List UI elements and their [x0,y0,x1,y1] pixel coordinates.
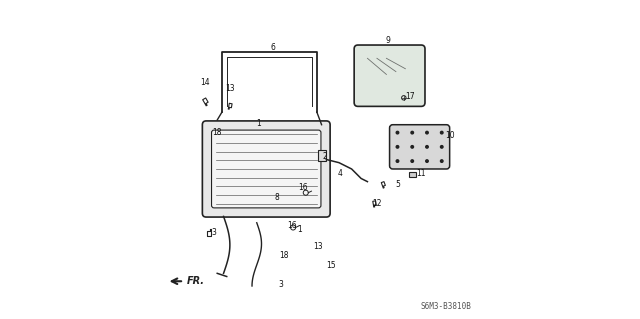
FancyBboxPatch shape [390,125,450,169]
Text: 10: 10 [445,131,454,140]
Text: 2: 2 [323,152,327,161]
FancyBboxPatch shape [212,130,321,208]
FancyBboxPatch shape [202,121,330,217]
Text: 4: 4 [338,169,343,178]
Text: 18: 18 [279,251,289,260]
Text: 11: 11 [417,169,426,178]
Text: 1: 1 [256,119,260,128]
FancyBboxPatch shape [354,45,425,106]
Bar [408,172,417,177]
Text: FR.: FR. [187,276,205,286]
Circle shape [426,160,428,162]
Text: 9: 9 [385,36,390,45]
Text: 5: 5 [395,180,400,189]
Circle shape [411,131,413,134]
Circle shape [426,131,428,134]
Text: 16: 16 [298,183,307,192]
Text: 3: 3 [278,280,283,289]
Text: 1: 1 [297,225,302,234]
Text: 18: 18 [212,128,222,137]
Text: S6M3-B3810B: S6M3-B3810B [421,302,472,311]
Text: 14: 14 [200,78,209,86]
Circle shape [396,145,399,148]
Text: 8: 8 [275,193,280,202]
Circle shape [411,145,413,148]
Circle shape [396,160,399,162]
Circle shape [440,145,443,148]
Text: 12: 12 [372,199,381,208]
Circle shape [440,160,443,162]
Circle shape [396,131,399,134]
Bar [319,150,326,161]
Circle shape [426,145,428,148]
Text: 3: 3 [212,228,216,237]
Circle shape [411,160,413,162]
Text: 15: 15 [326,261,336,270]
Text: 17: 17 [405,92,415,101]
Circle shape [440,131,443,134]
Text: 6: 6 [270,43,275,52]
Text: 13: 13 [225,84,235,93]
Text: 13: 13 [314,242,323,251]
Text: 16: 16 [287,221,296,230]
